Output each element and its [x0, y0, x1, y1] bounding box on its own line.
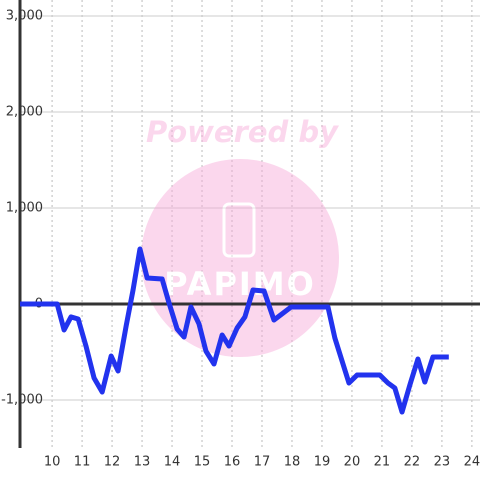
y-tick-label: 2,000 — [6, 105, 43, 120]
x-tick-label: 10 — [44, 455, 61, 470]
x-tick-label: 19 — [314, 455, 331, 470]
x-tick-label: 17 — [254, 455, 271, 470]
x-tick-label: 18 — [284, 455, 301, 470]
x-tick-label: 15 — [194, 455, 211, 470]
x-tick-label: 21 — [374, 455, 391, 470]
x-tick-label: 12 — [104, 455, 121, 470]
x-tick-label: 14 — [164, 455, 181, 470]
watermark-icon — [222, 202, 256, 258]
y-tick-label: 3,000 — [6, 9, 43, 24]
data-line — [20, 246, 449, 415]
x-tick-label: 23 — [434, 455, 451, 470]
x-tick-label: 11 — [74, 455, 91, 470]
y-tick-label: -1,000 — [1, 393, 43, 408]
x-tick-label: 24 — [464, 455, 480, 470]
watermark-brand: PAPIMO — [164, 265, 316, 303]
y-tick-label: 1,000 — [6, 201, 43, 216]
x-tick-label: 13 — [134, 455, 151, 470]
watermark-text: Powered by — [146, 115, 339, 149]
x-tick-label: 16 — [224, 455, 241, 470]
x-tick-label: 20 — [344, 455, 361, 470]
x-tick-label: 22 — [404, 455, 421, 470]
